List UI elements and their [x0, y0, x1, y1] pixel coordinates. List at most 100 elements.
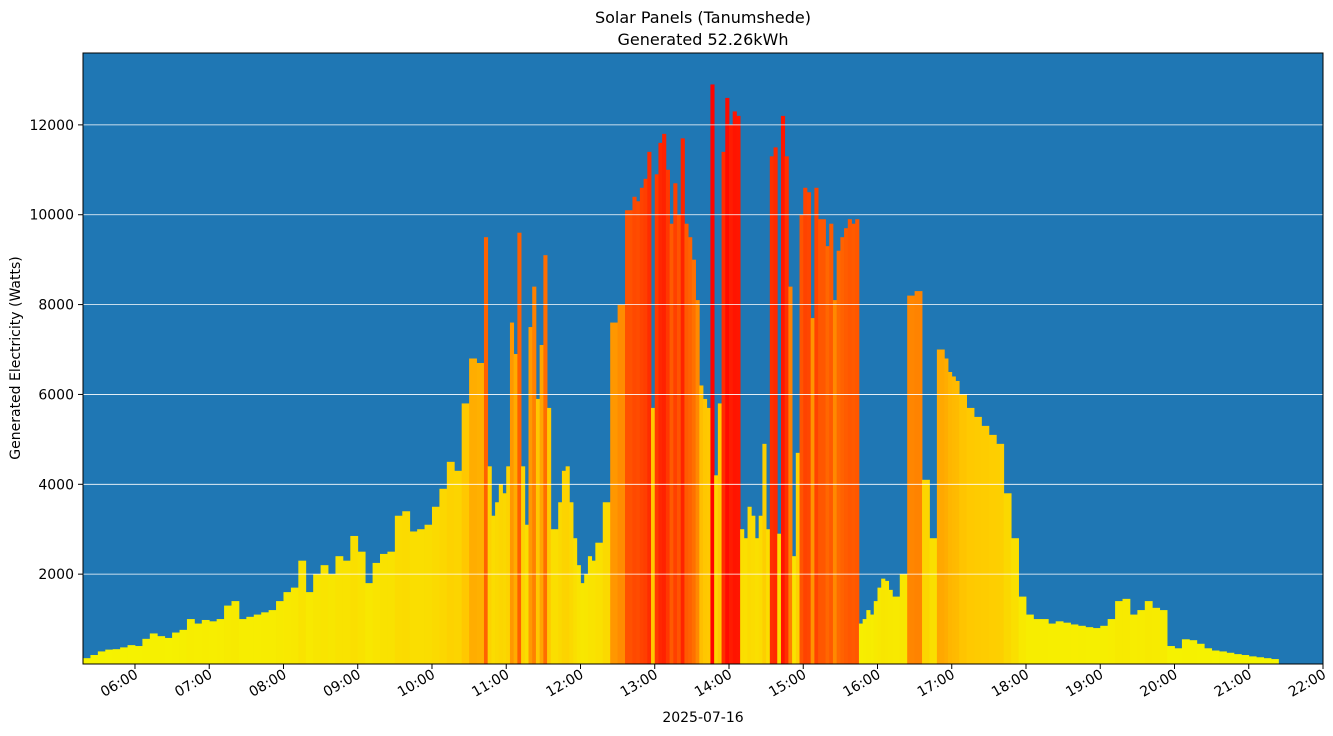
bar — [725, 97, 730, 665]
bar — [90, 655, 99, 664]
bar — [1248, 656, 1257, 664]
bar — [1241, 655, 1250, 664]
bar — [832, 300, 838, 664]
bar — [97, 651, 106, 664]
bar — [547, 407, 552, 664]
bar — [639, 187, 644, 664]
bar — [1033, 619, 1042, 664]
bar — [591, 560, 596, 664]
bar — [454, 470, 463, 664]
bar — [1144, 601, 1153, 664]
bar — [669, 223, 674, 664]
x-tick-label: 14:00 — [692, 667, 735, 701]
bar — [112, 649, 121, 664]
bar — [862, 619, 867, 664]
bar — [951, 376, 956, 664]
bar — [780, 115, 786, 664]
bar — [703, 398, 708, 664]
bar — [706, 407, 711, 664]
bar — [550, 529, 555, 664]
bar — [1092, 628, 1101, 664]
y-axis-label: Generated Electricity (Watts) — [8, 256, 24, 459]
bar — [1040, 619, 1049, 664]
bar — [788, 286, 793, 664]
bar — [840, 237, 845, 664]
bar — [535, 398, 541, 664]
bar — [1204, 648, 1213, 664]
bar — [684, 223, 689, 664]
y-grid — [83, 124, 1323, 575]
bar — [1226, 652, 1235, 664]
bar — [524, 524, 529, 664]
bar — [1271, 659, 1279, 664]
y-tick-label: 10000 — [29, 208, 74, 224]
bar — [751, 515, 756, 664]
bar — [632, 196, 637, 664]
bar — [201, 619, 210, 664]
bar — [431, 506, 440, 664]
bar — [320, 565, 329, 664]
bar — [766, 529, 771, 664]
bar — [576, 565, 581, 664]
bar — [134, 646, 143, 664]
bar — [792, 556, 797, 664]
bar — [409, 531, 418, 664]
x-axis-label: 2025-07-16 — [662, 710, 743, 726]
bar — [814, 187, 819, 664]
x-axis: 06:00 07:00 08:00 09:00 10:00 11:00 12:00 13:00… — [98, 664, 1329, 701]
bar — [543, 255, 548, 665]
bar — [966, 407, 975, 664]
bar — [1233, 654, 1242, 664]
bar — [803, 187, 808, 664]
bar — [866, 610, 871, 664]
bar — [261, 612, 270, 664]
bar — [1137, 610, 1146, 664]
bar — [777, 533, 782, 664]
bar — [483, 237, 489, 664]
x-tick-label: 12:00 — [544, 667, 587, 701]
bar — [509, 322, 515, 664]
bar — [851, 223, 856, 664]
bar — [253, 614, 262, 664]
bar — [487, 466, 492, 664]
bar — [573, 538, 578, 664]
bar — [127, 645, 136, 664]
chart-subtitle: Generated 52.26kWh — [618, 30, 789, 49]
bar — [1159, 610, 1168, 664]
bar — [539, 345, 544, 664]
bar — [1174, 648, 1183, 664]
bar — [439, 488, 448, 664]
bar — [732, 111, 737, 664]
bar — [506, 466, 511, 664]
bar — [710, 84, 715, 664]
bar — [313, 574, 322, 664]
bar — [328, 574, 336, 664]
bar — [818, 219, 823, 665]
bar — [1063, 622, 1071, 664]
bar — [238, 619, 247, 664]
bar — [513, 354, 518, 664]
bar — [1003, 493, 1012, 664]
bar — [699, 385, 704, 664]
bar — [677, 214, 682, 665]
bar — [974, 416, 982, 664]
x-tick-label: 22:00 — [1286, 667, 1329, 701]
bar — [602, 502, 611, 664]
bar — [149, 633, 158, 664]
bar — [847, 219, 852, 665]
bar — [662, 133, 667, 664]
bar — [172, 632, 180, 664]
bar — [610, 322, 619, 664]
bar — [858, 623, 864, 664]
plot-frame — [82, 52, 1324, 665]
bar — [1115, 601, 1123, 664]
bar — [654, 174, 659, 665]
bar — [892, 596, 901, 664]
bar — [981, 425, 990, 664]
bar — [680, 138, 685, 665]
bar — [595, 542, 604, 664]
x-tick-label: 06:00 — [98, 667, 141, 701]
bar — [714, 475, 719, 664]
x-tick-label: 21:00 — [1212, 667, 1255, 701]
bar — [959, 394, 967, 664]
